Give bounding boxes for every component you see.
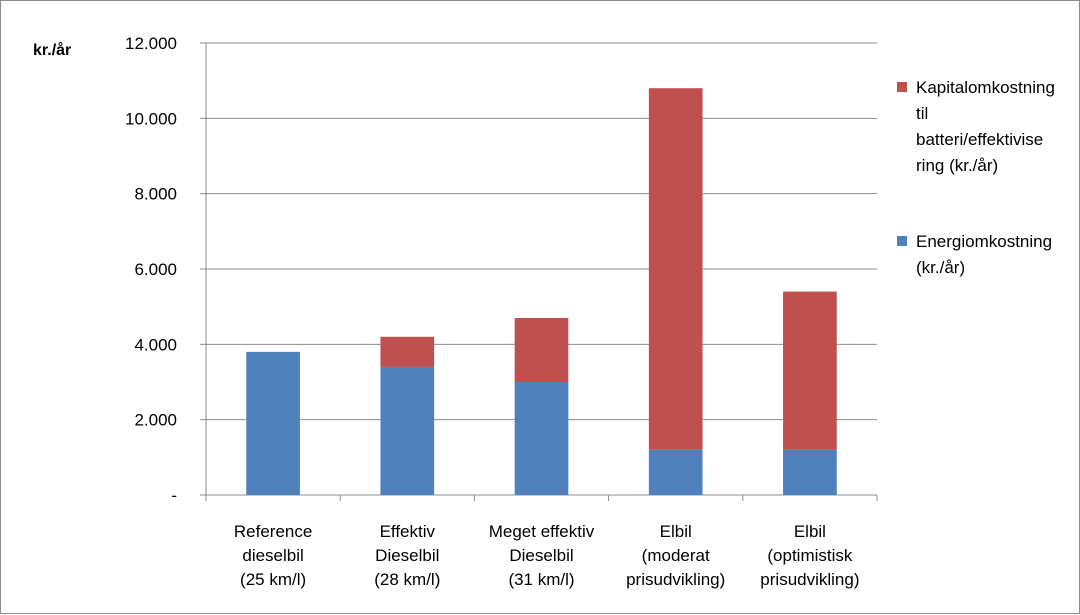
bar-energy-cost (514, 382, 569, 495)
bar-capital-cost (783, 291, 837, 450)
legend-swatch-energy (897, 236, 907, 246)
y-tick-labels: - 2.000 4.000 6.000 8.000 10.000 12.000 (125, 34, 177, 505)
x-tick-label: (28 km/l) (374, 570, 440, 589)
legend-label: til (916, 104, 928, 123)
legend-swatch-capital (897, 82, 907, 92)
x-tick-label: Meget effektiv (489, 522, 595, 541)
bars (246, 88, 837, 495)
y-tick-label: 12.000 (125, 34, 177, 53)
x-tick-label: prisudvikling) (760, 570, 859, 589)
x-tick-label: Elbil (794, 522, 826, 541)
x-tick-label: Reference (234, 522, 312, 541)
y-tick-label: 2.000 (134, 411, 177, 430)
y-tick-label: - (171, 486, 177, 505)
bar-energy-cost (648, 449, 703, 495)
bar-energy-cost (246, 351, 300, 495)
x-tick-label: Dieselbil (375, 546, 439, 565)
legend-label: Kapitalomkostning (916, 78, 1055, 97)
y-tick-label: 4.000 (134, 335, 177, 354)
legend-label: batteri/effektivise (916, 130, 1043, 149)
x-tick-labels: Reference dieselbil (25 km/l) Effektiv Diese… (205, 495, 878, 589)
x-tick-label: (optimistisk (767, 546, 853, 565)
bar-energy-cost (380, 366, 435, 495)
legend-label: ring (kr./år) (916, 156, 998, 175)
x-tick-label: Dieselbil (509, 546, 573, 565)
x-tick-label: (moderat (642, 546, 710, 565)
legend-label: (kr./år) (916, 258, 965, 277)
x-tick-label: dieselbil (242, 546, 303, 565)
bar-energy-cost (783, 449, 837, 495)
legend: Kapitalomkostning til batteri/effektivise r… (897, 78, 1055, 277)
y-tick-label: 6.000 (134, 260, 177, 279)
x-tick-label: (25 km/l) (240, 570, 306, 589)
x-tick-label: (31 km/l) (508, 570, 574, 589)
x-tick-label: prisudvikling) (626, 570, 725, 589)
y-axis-unit-label: kr./år (33, 41, 71, 59)
y-tick-label: 10.000 (125, 109, 177, 128)
bar-capital-cost (648, 88, 703, 450)
x-tick-label: Effektiv (380, 522, 436, 541)
gridlines (200, 42, 877, 496)
bar-capital-cost (514, 317, 569, 382)
bar-capital-cost (380, 336, 435, 367)
y-tick-label: 8.000 (134, 185, 177, 204)
legend-label: Energiomkostning (916, 232, 1052, 251)
x-tick-label: Elbil (660, 522, 692, 541)
